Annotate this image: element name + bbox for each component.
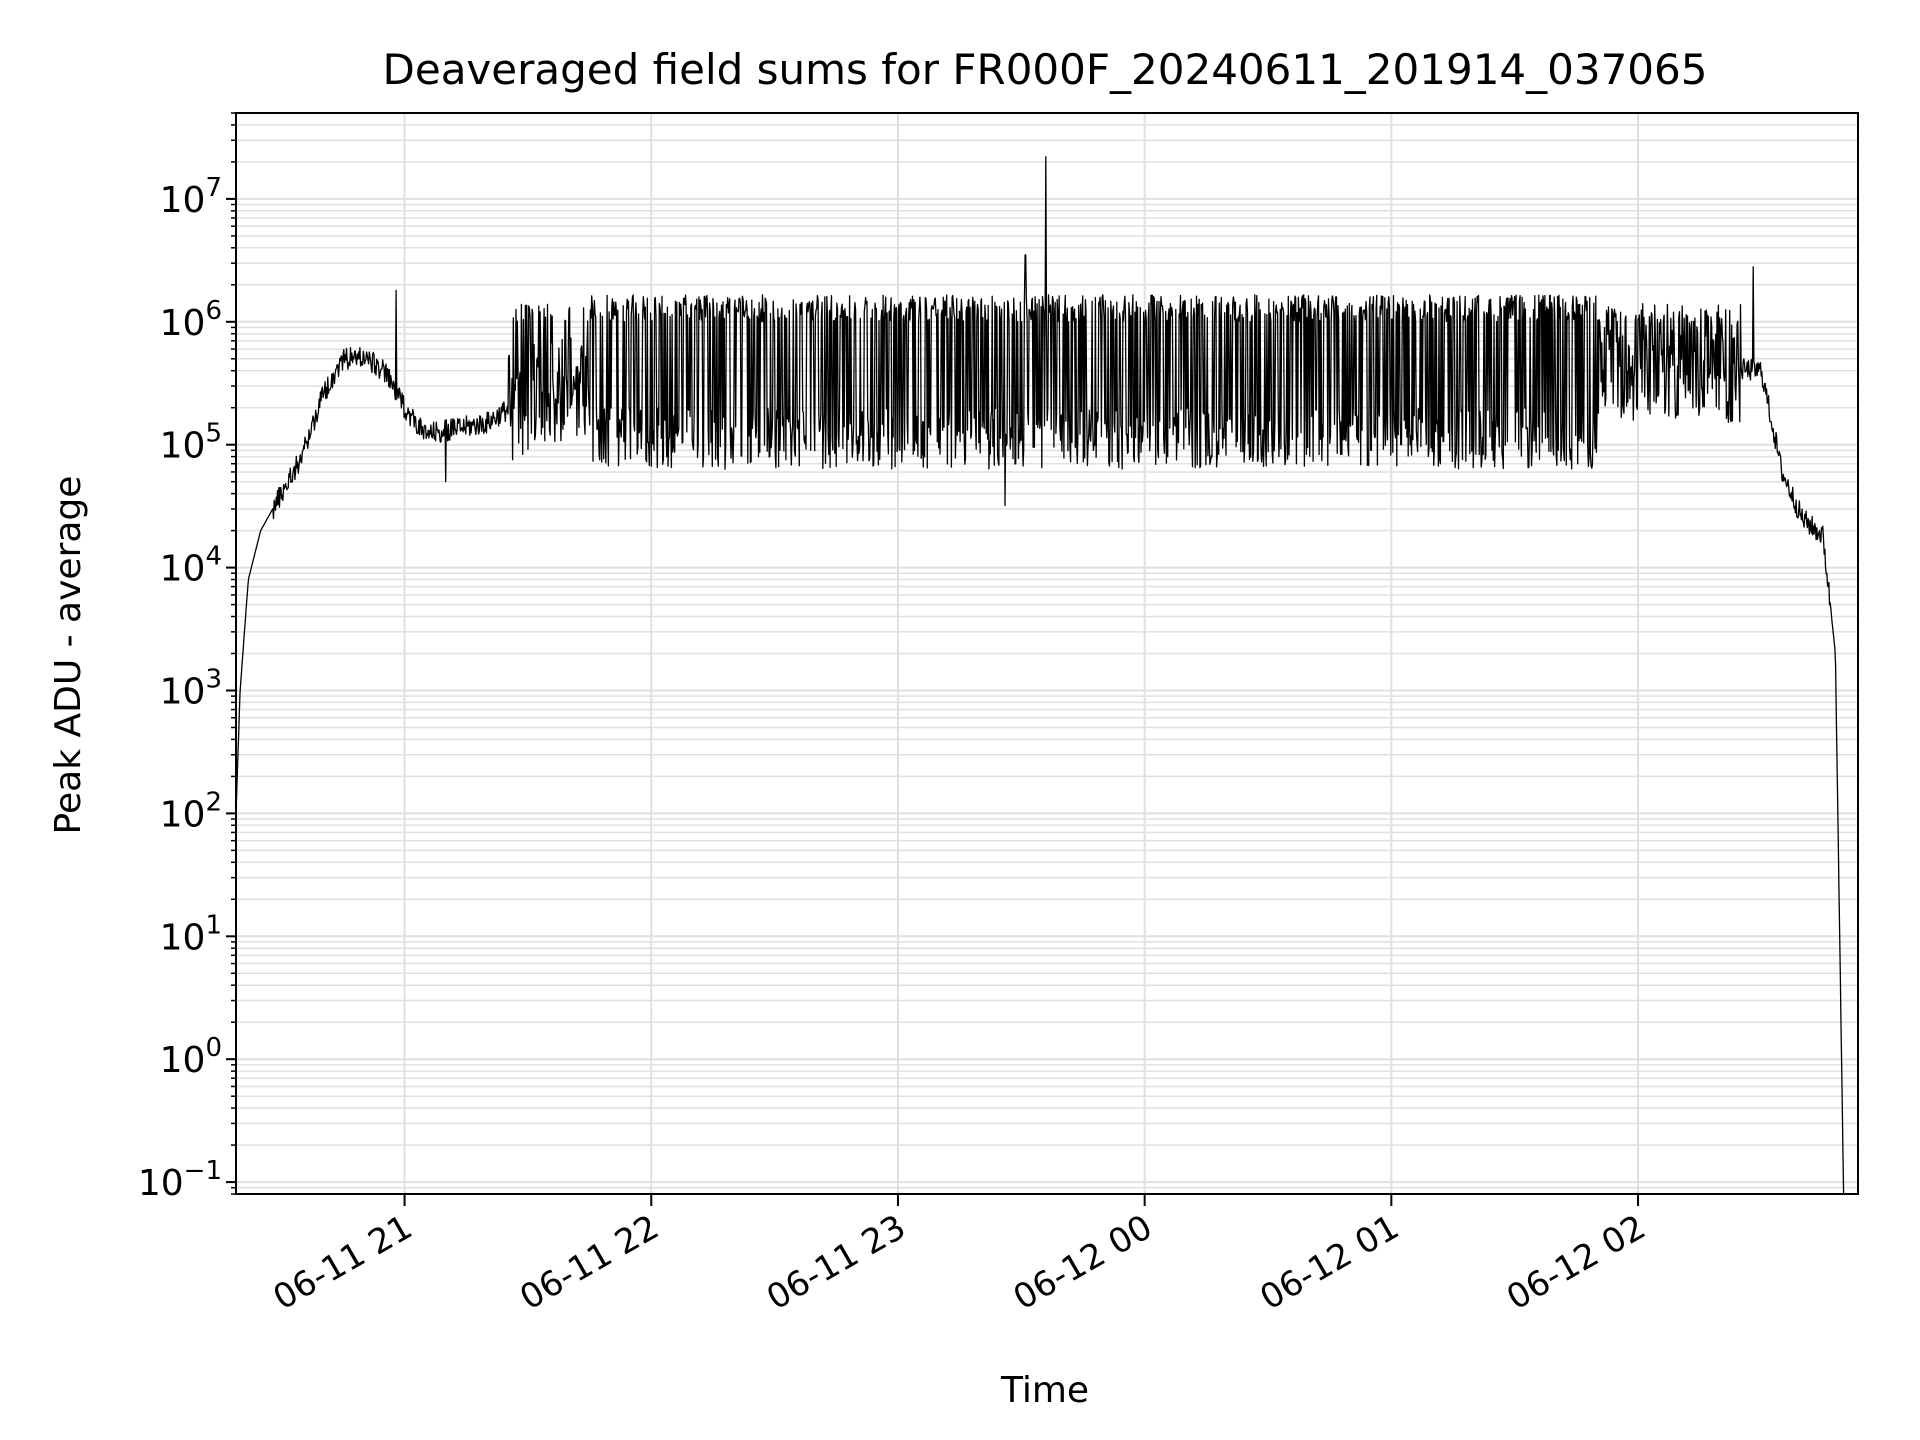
y-tick-label: 103 xyxy=(160,664,222,712)
series-line xyxy=(235,156,1845,1195)
y-tick-label: 106 xyxy=(160,296,222,344)
chart-title: Deaveraged field sums for FR000F_2024061… xyxy=(383,45,1708,94)
y-tick-label: 100 xyxy=(160,1033,222,1081)
y-tick-label: 10−1 xyxy=(138,1156,222,1204)
y-axis: 10−1 100 101 102 103 104 105 106 107 xyxy=(138,112,236,1204)
y-tick-label: 101 xyxy=(160,910,222,958)
grid xyxy=(236,112,1858,1195)
x-axis-label: Time xyxy=(1000,1370,1089,1411)
y-tick-label: 102 xyxy=(160,787,222,835)
y-tick-label: 105 xyxy=(160,419,222,467)
series-path xyxy=(235,156,1845,1195)
y-tick-label: 107 xyxy=(160,173,222,221)
y-tick-label: 104 xyxy=(160,542,222,590)
y-axis-label: Peak ADU - average xyxy=(48,476,89,835)
